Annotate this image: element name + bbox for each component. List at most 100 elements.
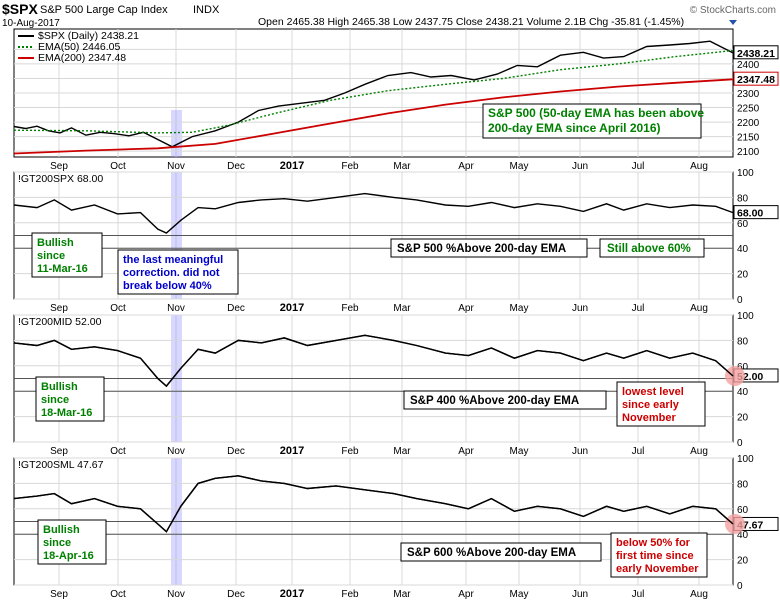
panel-1: 21002150220022502300235024002450$SPX (Da…: [13, 28, 779, 158]
x-tick-label: Mar: [393, 446, 411, 457]
y-tick-label: 20: [737, 556, 749, 567]
last-value-label: 68.00: [737, 208, 763, 220]
quote-line: Open 2465.38 High 2465.38 Low 2437.75 Cl…: [258, 16, 684, 28]
panel4-title-box: [400, 542, 602, 562]
y-tick-label: 60: [737, 505, 749, 516]
panel2-bullish-line3: 11-Mar-16: [37, 263, 88, 275]
panel4-bullish-line3: 18-Apr-16: [43, 550, 94, 562]
x-tick-label: May: [510, 161, 529, 172]
x-tick-label: Mar: [393, 303, 411, 314]
panel3-bullish-line2: since: [41, 394, 69, 406]
series-line-ema50: [13, 49, 734, 134]
x-tick-label: Apr: [458, 303, 474, 314]
y-tick-label: 100: [737, 311, 754, 322]
x-tick-label: Apr: [458, 446, 474, 457]
last-value-box: [733, 45, 779, 60]
x-tick-label: Sep: [50, 446, 68, 457]
x-tick-label: Oct: [110, 446, 126, 457]
x-tick-label: May: [510, 589, 529, 600]
panel3-lowest-line3: November: [622, 412, 677, 424]
last-value-box: [733, 205, 779, 220]
panel2-bullish-box: [31, 232, 103, 278]
y-tick-label: 2250: [737, 104, 760, 115]
panel3-bullish-line3: 18-Mar-16: [41, 407, 92, 419]
x-tick-label: Jul: [632, 161, 645, 172]
y-tick-label: 40: [737, 530, 749, 541]
panel4-below50-line2: first time since: [616, 550, 694, 562]
x-tick-label: Aug: [690, 446, 708, 457]
panel1-annotation-line1: S&P 500 (50-day EMA has been above: [488, 106, 704, 120]
y-tick-label: 2200: [737, 118, 760, 129]
x-tick-label: Jul: [632, 303, 645, 314]
panel1-annotation-box: [482, 103, 702, 139]
series-line-overlay: [13, 475, 734, 533]
legend-entry: !GT200SPX 68.00: [18, 173, 103, 185]
panel3-lowest-line2: since early: [622, 399, 680, 411]
x-tick-label: Oct: [110, 303, 126, 314]
y-tick-label: 100: [737, 168, 754, 179]
y-tick-label: 2400: [737, 60, 760, 71]
panel2-correction-line3: break below 40%: [123, 280, 212, 292]
panel2-bullish-line2: since: [37, 250, 65, 262]
x-tick-label: 2017: [280, 445, 304, 457]
series-line-gt200spx: [13, 192, 734, 234]
x-tick-label: Dec: [227, 589, 245, 600]
x-tick-label: Dec: [227, 446, 245, 457]
last-value-label: 2438.21: [737, 48, 775, 60]
legend-entry: $SPX (Daily) 2438.21: [38, 30, 139, 42]
y-tick-label: 80: [737, 336, 749, 347]
x-tick-label: Feb: [341, 161, 359, 172]
panel3-bullish-line1: Bullish: [41, 381, 78, 393]
x-tick-label: Apr: [458, 161, 474, 172]
chart-date: 10-Aug-2017: [2, 18, 60, 29]
panel3-title: S&P 400 %Above 200-day EMA: [410, 395, 579, 407]
x-tick-label: Sep: [50, 161, 68, 172]
x-tick-label: Jun: [572, 589, 588, 600]
x-tick-label: Mar: [393, 161, 411, 172]
legend-entry: EMA(200) 2347.48: [38, 52, 126, 64]
alert-circle: [725, 365, 745, 386]
panel2-title-box: [390, 238, 588, 258]
panel4-below50-line3: early November: [616, 563, 699, 575]
panel2-correction-line2: correction. did not: [123, 267, 220, 279]
y-tick-label: 2150: [737, 133, 760, 144]
series-line-spx: [13, 40, 734, 148]
y-tick-label: 40: [737, 244, 749, 255]
last-value-label: 2347.48: [737, 74, 775, 86]
x-tick-label: Aug: [690, 589, 708, 600]
alert-circle: [725, 514, 745, 535]
y-tick-label: 2100: [737, 147, 760, 158]
ticker-symbol: $SPX: [2, 1, 38, 17]
x-tick-label: Jul: [632, 589, 645, 600]
panel4-title: S&P 600 %Above 200-day EMA: [407, 547, 576, 559]
exchange-label: INDX: [193, 4, 220, 16]
index-name: S&P 500 Large Cap Index: [40, 4, 168, 16]
y-tick-label: 80: [737, 193, 749, 204]
panel4-below50-line1: below 50% for: [616, 537, 691, 549]
x-tick-label: Dec: [227, 161, 245, 172]
panel2-correction-box: [117, 249, 239, 295]
x-tick-label: Jul: [632, 446, 645, 457]
legend-entry: EMA(50) 2446.05: [38, 41, 120, 53]
panel3-lowest-box: [616, 381, 706, 427]
y-tick-label: 60: [737, 362, 749, 373]
x-tick-label: Nov: [167, 589, 185, 600]
x-tick-label: May: [510, 303, 529, 314]
highlight-band: [171, 110, 182, 157]
panel2-status: Still above 60%: [607, 243, 691, 255]
y-tick-label: 100: [737, 454, 754, 465]
panel2-correction-line1: the last meaningful: [123, 254, 223, 266]
y-tick-label: 80: [737, 479, 749, 490]
series-line-overlay: [13, 334, 734, 388]
legend-entry: !GT200MID 52.00: [18, 316, 102, 328]
x-tick-label: Feb: [341, 303, 359, 314]
panel3-title-box: [403, 390, 607, 410]
x-tick-label: Sep: [50, 303, 68, 314]
x-tick-label: Feb: [341, 589, 359, 600]
dropdown-arrow-icon[interactable]: [729, 20, 737, 25]
panel1-annotation-line2: 200-day EMA since April 2016): [488, 121, 661, 135]
x-tick-label: Dec: [227, 303, 245, 314]
y-tick-label: 0: [737, 438, 743, 449]
